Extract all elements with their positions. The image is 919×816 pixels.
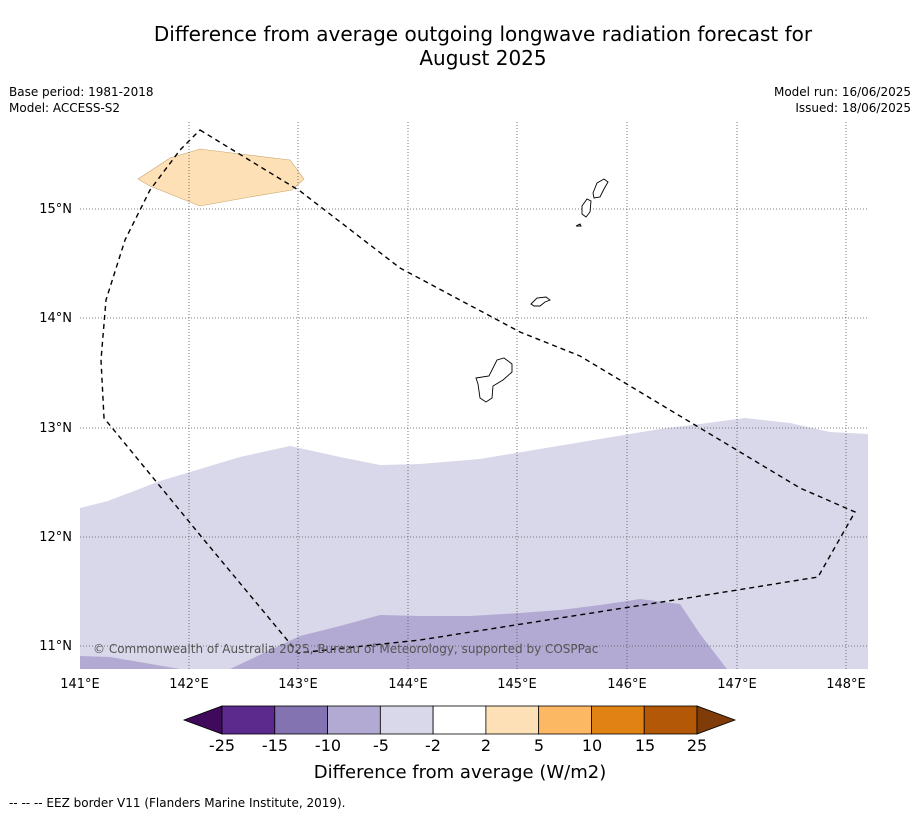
colorbar-tick-label: -25 <box>209 736 235 755</box>
title-line-1: Difference from average outgoing longwav… <box>153 22 813 46</box>
title-line-2: August 2025 <box>419 46 547 70</box>
colorbar-tick-label: 25 <box>687 736 707 755</box>
colorbar-title: Difference from average (W/m2) <box>314 762 606 783</box>
latitude-labels: 15°N 14°N 13°N 12°N 11°N <box>39 202 72 654</box>
island-rota <box>530 296 551 307</box>
copyright-text: © Commonwealth of Australia 2025, Bureau… <box>93 642 598 656</box>
lon-label-145e: 145°E <box>497 677 537 692</box>
colorbar-tick-label: 2 <box>481 736 491 755</box>
island-tinian <box>581 198 592 218</box>
colorbar-tick-label: 10 <box>582 736 602 755</box>
colorbar-segment <box>591 705 645 735</box>
colorbar-extend-low <box>182 705 223 735</box>
lon-label-147e: 147°E <box>717 677 757 692</box>
lat-label-13n: 13°N <box>39 421 72 436</box>
colorbar-tick-label: -10 <box>315 736 341 755</box>
map-area: © Commonwealth of Australia 2025, Bureau… <box>80 122 868 669</box>
lat-label-12n: 12°N <box>39 530 72 545</box>
colorbar-tick-label: -5 <box>373 736 389 755</box>
colorbar-tick-labels: -25 -15 -10 -5 -2 2 5 10 15 25 <box>209 736 707 755</box>
anomaly-region-light-orange <box>137 148 305 207</box>
lon-label-144e: 144°E <box>388 677 428 692</box>
colorbar-segment <box>432 705 487 735</box>
lon-label-143e: 143°E <box>278 677 318 692</box>
meta-left: Base period: 1981-2018 Model: ACCESS-S2 <box>9 84 154 116</box>
lon-label-142e: 142°E <box>169 677 209 692</box>
model-text: Model: ACCESS-S2 <box>9 101 121 115</box>
model-run-text: Model run: 16/06/2025 <box>773 85 911 99</box>
lon-label-141e: 141°E <box>60 677 100 692</box>
eez-border <box>100 129 856 654</box>
lat-label-11n: 11°N <box>39 639 72 654</box>
colorbar-segment <box>221 705 276 735</box>
lon-label-148e: 148°E <box>826 677 866 692</box>
islands <box>475 178 609 403</box>
colorbar-extend-high <box>696 705 737 735</box>
colorbar-segment <box>327 705 381 735</box>
meta-right: Model run: 16/06/2025 Issued: 18/06/2025 <box>774 84 911 116</box>
colorbar-tick-label: -15 <box>262 736 288 755</box>
eez-footnote: -- -- -- EEZ border V11 (Flanders Marine… <box>9 796 346 810</box>
colorbar-tick-label: 5 <box>534 736 544 755</box>
colorbar-segment <box>379 705 434 735</box>
colorbar <box>182 705 737 735</box>
colorbar-segment <box>538 705 592 735</box>
colorbar-segment <box>274 705 328 735</box>
colorbar-segment <box>485 705 540 735</box>
gridlines <box>80 122 868 669</box>
colorbar-tick-label: 15 <box>635 736 655 755</box>
lat-label-15n: 15°N <box>39 202 72 217</box>
longitude-labels: 141°E 142°E 143°E 144°E 145°E 146°E 147°… <box>60 677 866 692</box>
lon-label-146e: 146°E <box>607 677 647 692</box>
colorbar-tick-label: -2 <box>425 736 441 755</box>
island-saipan <box>592 178 609 199</box>
issued-text: Issued: 18/06/2025 <box>795 101 911 115</box>
chart-title: Difference from average outgoing longwav… <box>0 22 919 70</box>
lat-label-14n: 14°N <box>39 311 72 326</box>
island-guam <box>475 357 513 403</box>
base-period-text: Base period: 1981-2018 <box>9 85 154 99</box>
colorbar-segment <box>643 705 698 735</box>
island-aguijan <box>575 223 582 227</box>
